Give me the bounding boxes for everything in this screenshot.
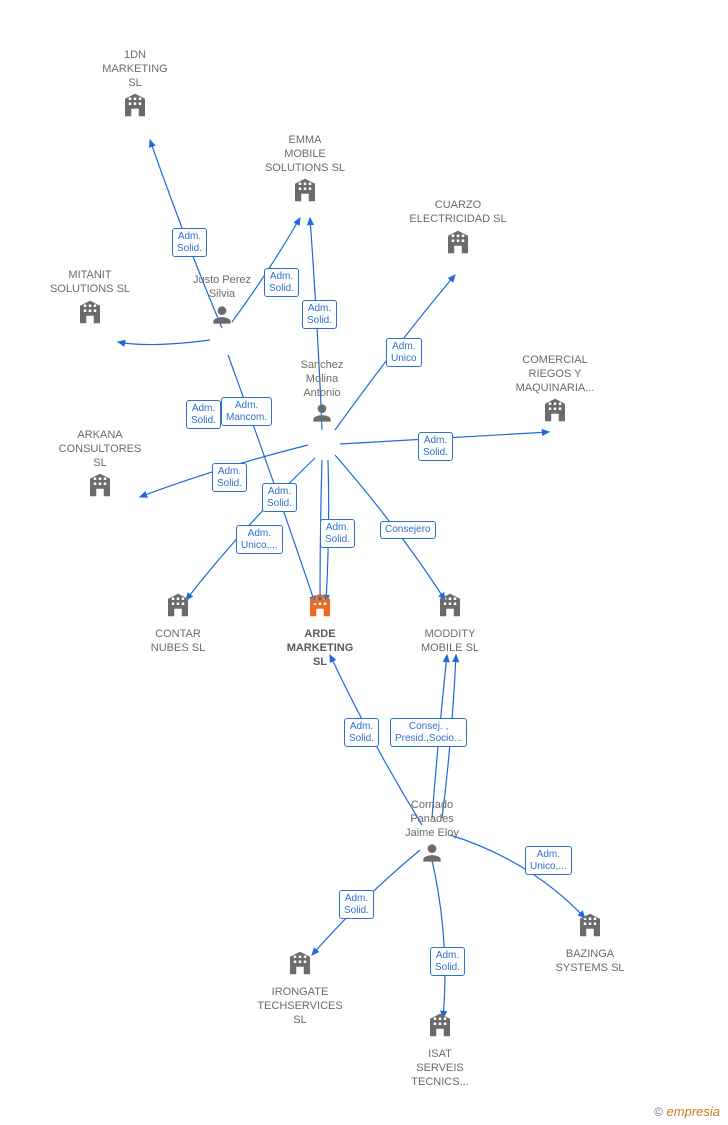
node-label: 1DNMARKETINGSL [80,49,190,90]
node-label: IRONGATETECHSERVICESSL [245,986,355,1027]
node-label: CONTARNUBES SL [123,628,233,656]
node-emma[interactable]: EMMAMOBILESOLUTIONS SL [250,130,360,209]
node-label: SanchezMolinaAntonio [267,359,377,400]
edge-label: Adm. Solid. [186,400,221,429]
edge-label: Adm. Mancom. [221,397,272,426]
edge-label: Adm. Solid. [302,300,337,329]
node-isat[interactable]: ISATSERVEISTECNICS... [385,1010,495,1089]
node-irongate[interactable]: IRONGATETECHSERVICESSL [245,948,355,1027]
building-icon [385,1010,495,1044]
watermark: © empresia [654,1104,720,1119]
node-cornado[interactable]: CornadoPanadesJaime Eloy [377,795,487,870]
edge-label: Adm. Solid. [339,890,374,919]
node-label: CornadoPanadesJaime Eloy [377,799,487,840]
edge-label: Adm. Solid. [430,947,465,976]
building-icon [265,590,375,624]
node-idn[interactable]: 1DNMARKETINGSL [80,45,190,124]
edge-label: Adm. Unico [386,338,422,367]
building-icon [123,590,233,624]
node-label: MODDITYMOBILE SL [395,628,505,656]
node-justo[interactable]: Justo PerezSilvia [167,270,277,332]
edge-label: Consejero [380,521,436,539]
node-mitanit[interactable]: MITANITSOLUTIONS SL [35,265,145,331]
edge-label: Adm. Unico,... [236,525,283,554]
building-icon [395,590,505,624]
building-icon [403,227,513,261]
edge-label: Adm. Solid. [212,463,247,492]
edge-label: Consej. , Presid.,Socio... [390,718,467,747]
node-label: COMERCIALRIEGOS YMAQUINARIA... [500,354,610,395]
node-label: Justo PerezSilvia [167,274,277,302]
edge-cornado-isat [432,860,445,1018]
copyright-symbol: © [654,1105,663,1119]
building-icon [245,948,355,982]
node-contar[interactable]: CONTARNUBES SL [123,590,233,656]
node-bazinga[interactable]: BAZINGASYSTEMS SL [535,910,645,976]
node-comercial[interactable]: COMERCIALRIEGOS YMAQUINARIA... [500,350,610,429]
edge-justo-mitanit [118,340,210,345]
building-icon [35,297,145,331]
node-cuarzo[interactable]: CUARZOELECTRICIDAD SL [403,195,513,261]
node-label: ARKANACONSULTORESSL [45,429,155,470]
node-arkana[interactable]: ARKANACONSULTORESSL [45,425,155,504]
edge-label: Adm. Solid. [172,228,207,257]
building-icon [500,395,610,429]
node-label: CUARZOELECTRICIDAD SL [403,199,513,227]
node-label: ISATSERVEISTECNICS... [385,1048,495,1089]
node-moddity[interactable]: MODDITYMOBILE SL [395,590,505,656]
building-icon [250,175,360,209]
edge-label: Adm. Solid. [418,432,453,461]
node-label: EMMAMOBILESOLUTIONS SL [250,134,360,175]
building-icon [80,90,190,124]
person-icon [377,840,487,870]
node-label: BAZINGASYSTEMS SL [535,948,645,976]
node-sanchez[interactable]: SanchezMolinaAntonio [267,355,377,430]
person-icon [167,302,277,332]
building-icon [535,910,645,944]
node-label: MITANITSOLUTIONS SL [35,269,145,297]
edge-label: Adm. Solid. [344,718,379,747]
edge-label: Adm. Solid. [264,268,299,297]
edge-label: Adm. Solid. [320,519,355,548]
node-arde[interactable]: ARDEMARKETINGSL [265,590,375,669]
brand-name: empresia [667,1104,720,1119]
building-icon [45,470,155,504]
person-icon [267,400,377,430]
edge-label: Adm. Solid. [262,483,297,512]
node-label: ARDEMARKETINGSL [265,628,375,669]
edge-label: Adm. Unico,... [525,846,572,875]
